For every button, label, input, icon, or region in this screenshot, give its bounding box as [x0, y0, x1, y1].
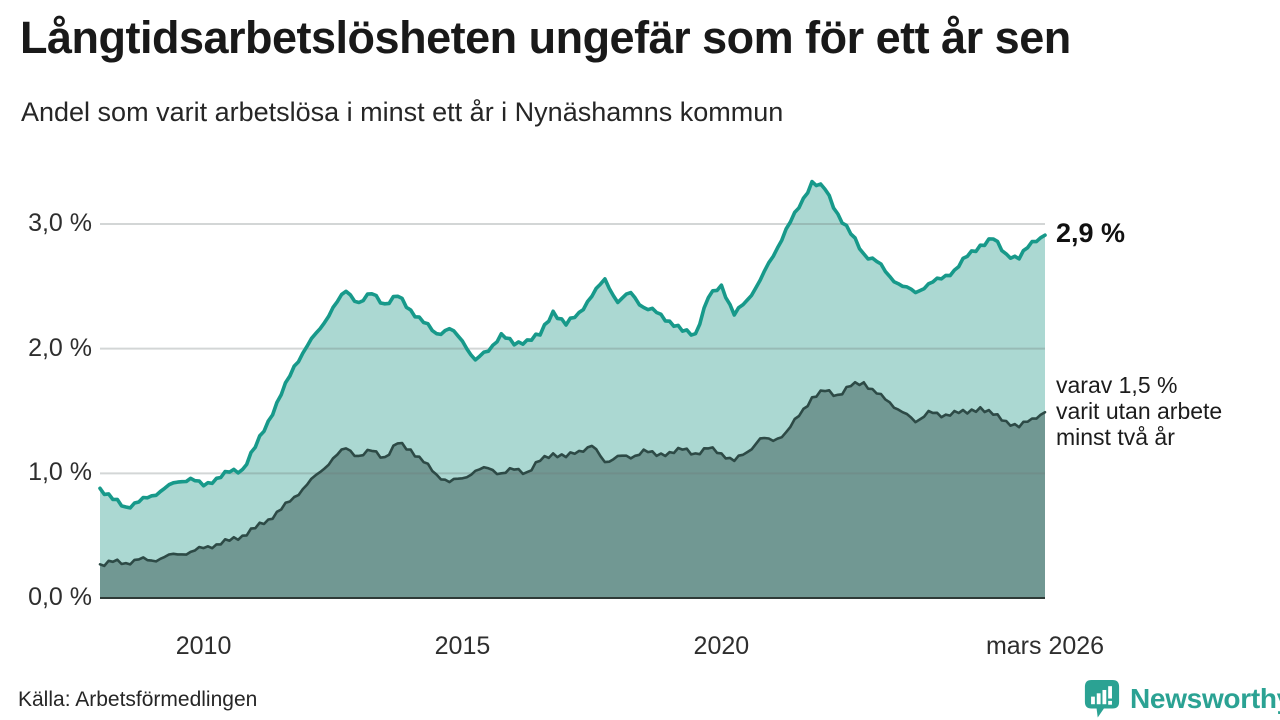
annotation-series2-note: varav 1,5 % varit utan arbete minst två … — [1056, 372, 1222, 450]
annotation-note-line: varav 1,5 % — [1056, 372, 1178, 399]
bar-chart-bubble-icon — [1084, 680, 1120, 718]
y-axis-label: 3,0 % — [28, 208, 92, 237]
y-axis-label: 0,0 % — [28, 583, 92, 611]
brand-name: Newsworthy — [1130, 683, 1280, 714]
x-axis-label: 2020 — [693, 632, 750, 660]
y-axis-label: 2,0 % — [28, 333, 92, 362]
annotation-note-line: minst två år — [1056, 424, 1175, 451]
source-text: Källa: Arbetsförmedlingen — [18, 688, 258, 711]
newsworthy-logo: Newsworthy — [1083, 678, 1280, 720]
page-subtitle: Andel som varit arbetslösa i minst ett å… — [21, 97, 784, 127]
y-axis-label: 1,0 % — [28, 458, 92, 487]
x-axis-label: 2010 — [175, 632, 232, 660]
x-axis-label: 2015 — [434, 632, 491, 660]
annotation-series1-value: 2,9 % — [1056, 218, 1126, 249]
page-title: Långtidsarbetslösheten ungefär som för e… — [20, 12, 1071, 63]
x-axis-label: mars 2026 — [985, 632, 1105, 660]
annotation-note-line: varit utan arbete — [1056, 398, 1223, 425]
